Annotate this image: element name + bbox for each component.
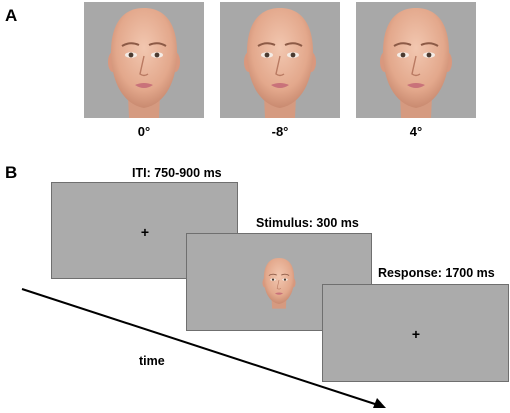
fixation-cross: + [140,224,150,240]
angle-caption-4: 4° [409,124,423,139]
face-image-0deg [84,2,204,118]
time-label: time [139,354,165,368]
response-screen: + [322,284,509,382]
iti-label: ITI: 750-900 ms [132,166,222,180]
angle-caption-minus8: -8° [271,124,289,139]
panel-b-label: B [5,163,18,182]
face-image-4deg [356,2,476,118]
fixation-cross: + [411,326,421,342]
face-image-minus8deg [220,2,340,118]
angle-caption-0: 0° [137,124,151,139]
response-label: Response: 1700 ms [378,266,495,280]
stimulus-label: Stimulus: 300 ms [256,216,359,230]
panel-a-label: A [5,6,18,25]
